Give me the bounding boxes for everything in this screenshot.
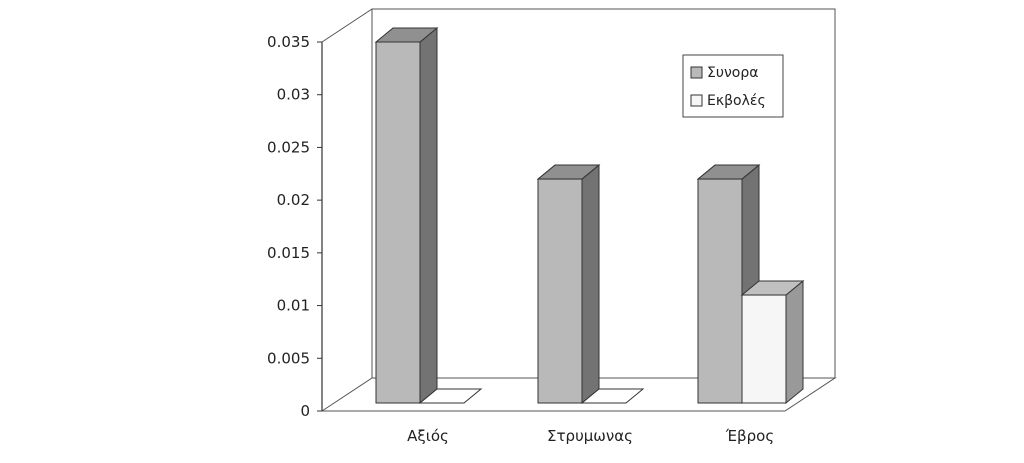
legend-swatch-synora — [690, 66, 703, 79]
category-labels: Αξιός Στρυμωνας Έβρος — [407, 427, 774, 445]
bar-front — [697, 178, 743, 404]
y-tick-label: 0.015 — [267, 244, 310, 262]
y-axis-ticks: 0 0.005 0.01 0.015 0.02 0.025 0.03 0.035 — [267, 33, 322, 420]
category-label: Έβρος — [725, 427, 774, 445]
legend-box — [682, 54, 784, 118]
legend-label-synora: Συνορα — [707, 65, 758, 81]
left-wall-edge — [321, 8, 373, 43]
bar-1-1 — [580, 388, 645, 404]
bar-zero — [580, 388, 645, 404]
y-tick-label: 0 — [300, 402, 310, 420]
legend: Συνορα Εκβολές — [682, 54, 784, 118]
category-label: Αξιός — [407, 427, 449, 445]
legend-label-ekvoles: Εκβολές — [707, 93, 766, 109]
legend-swatch-ekvoles — [690, 94, 703, 107]
bar-side — [581, 163, 600, 405]
bar-zero — [418, 388, 483, 404]
bar-side — [419, 26, 438, 405]
bar-side — [785, 279, 804, 405]
bars — [374, 26, 805, 405]
y-tick-label: 0.02 — [277, 191, 310, 209]
y-tick-label: 0.005 — [267, 349, 310, 367]
y-tick-label: 0.03 — [277, 86, 310, 104]
bar-0-1 — [536, 163, 601, 405]
y-tick-label: 0.025 — [267, 138, 310, 156]
bar-front — [375, 41, 421, 404]
category-label: Στρυμωνας — [547, 427, 633, 445]
y-tick-label: 0.01 — [277, 297, 310, 315]
bar-front — [741, 294, 787, 404]
bar-front — [537, 178, 583, 404]
y-tick-label: 0.035 — [267, 33, 310, 51]
bar-1-2 — [740, 279, 805, 405]
bar-0-0 — [374, 26, 439, 405]
bar-1-0 — [418, 388, 483, 404]
